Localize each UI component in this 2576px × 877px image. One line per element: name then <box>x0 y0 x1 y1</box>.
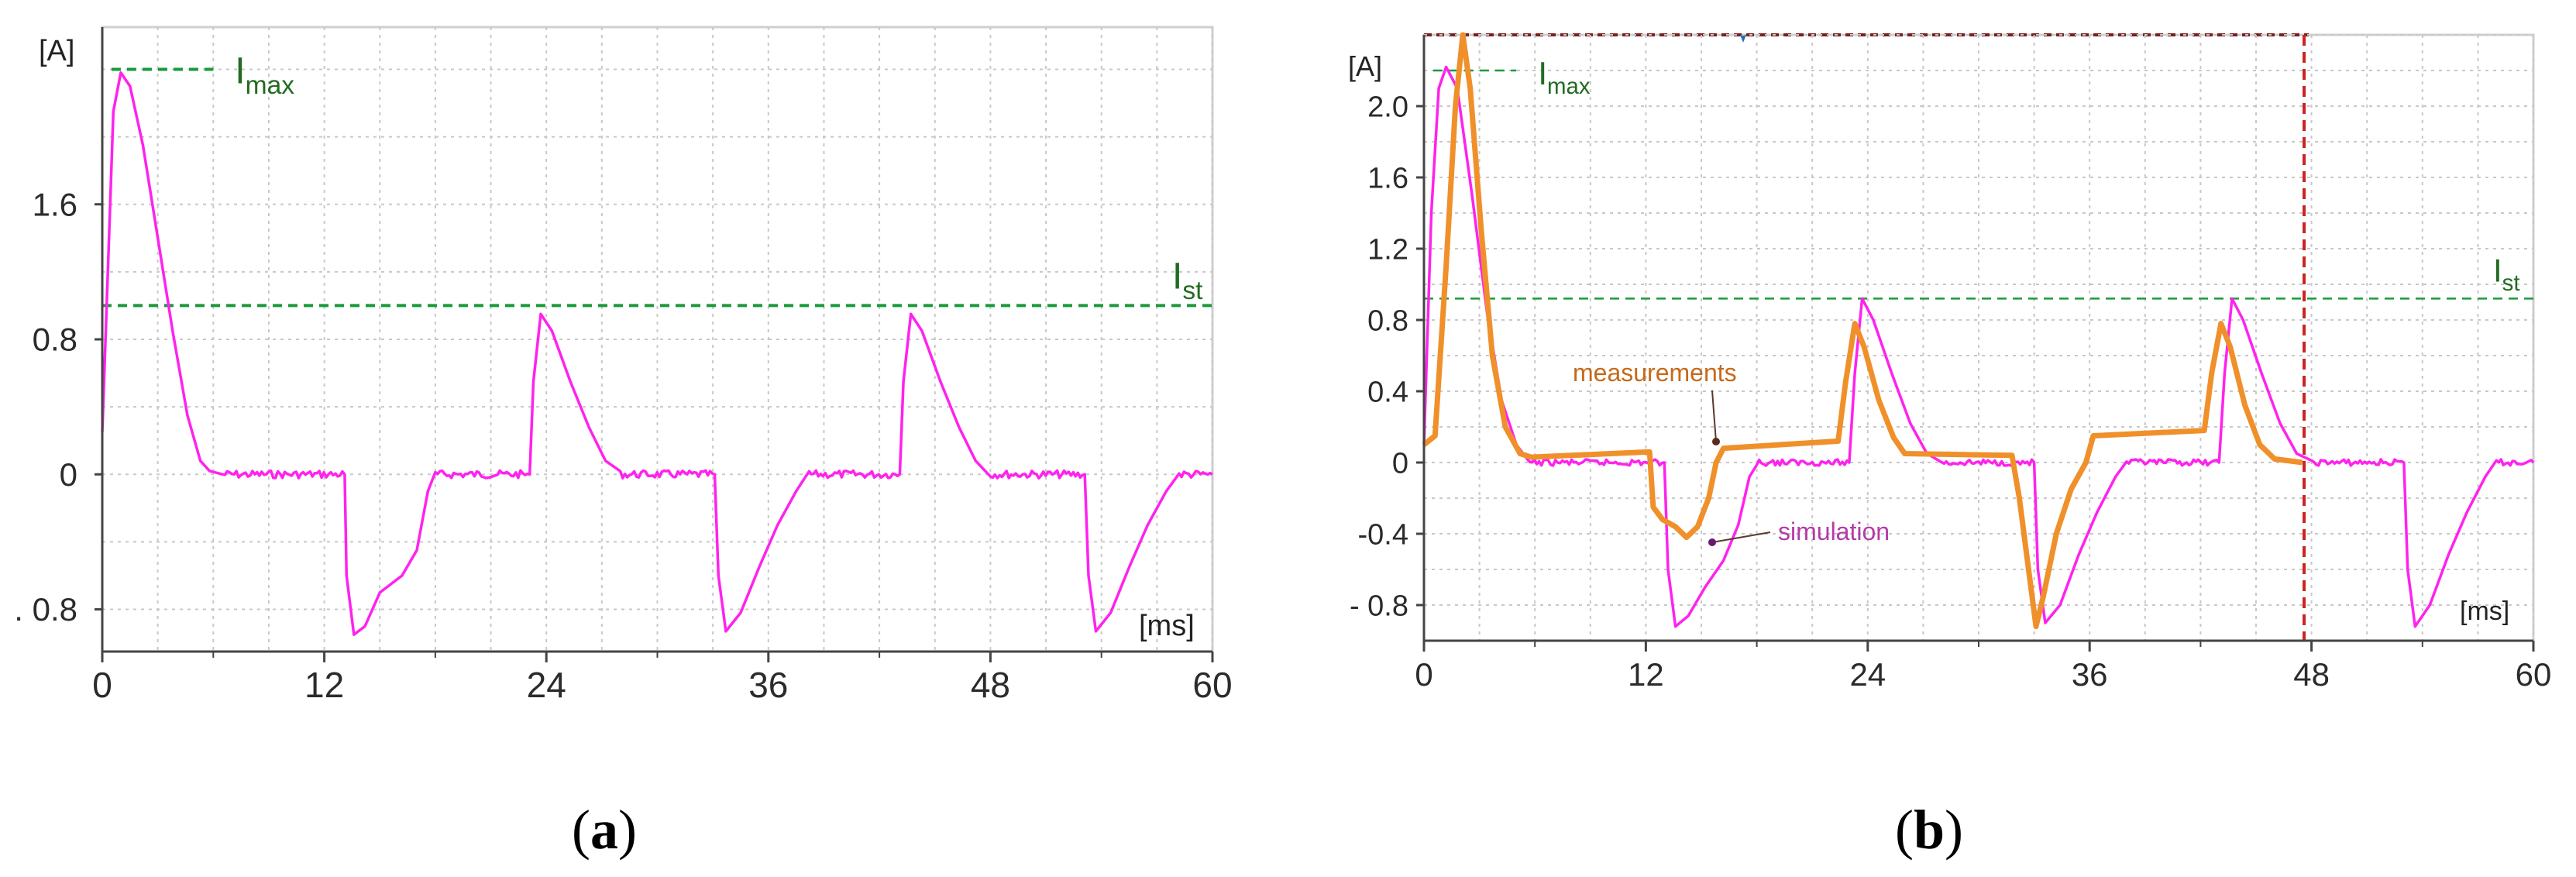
panel-b-cursor-marker-icon <box>1740 35 1746 43</box>
panel-b-reference-lines: Imax Ist <box>1424 35 2533 641</box>
x-tick-label: 0 <box>92 665 112 705</box>
x-tick-label: 60 <box>1192 665 1232 705</box>
ref-label-imax: Imax <box>1538 55 1591 99</box>
panel-b-annotations: measurements simulation <box>1573 359 1890 546</box>
panel-b-series <box>1422 32 2535 630</box>
ref-label-imax: Imax <box>235 50 294 99</box>
x-tick-label: 24 <box>527 665 566 705</box>
panel-b-xlabel: [ms] <box>2460 597 2509 626</box>
x-tick-label: 0 <box>1415 656 1432 693</box>
x-tick-label: 12 <box>304 665 344 705</box>
x-tick-label: 60 <box>2516 656 2552 693</box>
caption-b-letter: b <box>1914 799 1945 861</box>
y-tick-label: 1.6 <box>1367 162 1408 194</box>
panel-b-ylabel: [A] <box>1348 50 1382 82</box>
ref-label-ist: Ist <box>2493 252 2520 296</box>
panel-a-reference-lines: Imax Ist <box>102 50 1212 308</box>
annotation-leader <box>1711 531 1771 543</box>
panel-a-ylabel: [A] <box>39 35 74 67</box>
y-tick-label: 1.6 <box>33 186 77 222</box>
annotation-dot <box>1712 438 1720 445</box>
x-tick-label: 36 <box>748 665 788 705</box>
y-tick-label: . 0.8 <box>14 591 77 628</box>
x-tick-label: 48 <box>971 665 1010 705</box>
x-tick-label: 24 <box>1849 656 1886 693</box>
caption-a: (a) <box>572 799 637 861</box>
y-tick-label: - 0.8 <box>1350 590 1408 622</box>
series-measurements <box>1422 32 2303 630</box>
annotation-dot <box>1708 538 1716 546</box>
annotation-simulation: simulation <box>1778 518 1890 545</box>
y-tick-label: 1.2 <box>1367 233 1408 266</box>
series-current <box>101 71 1213 636</box>
panel-a: Imax Ist 0 12 24 36 48 60 . 0.8 0 0.8 1.6 [A] [ms] <box>14 26 1233 705</box>
series-simulation <box>1422 65 2535 628</box>
y-tick-label: 0.8 <box>33 322 77 358</box>
panel-a-xlabel: [ms] <box>1139 610 1195 642</box>
panel-b: Imax Ist 0 12 24 36 48 60 - 0.8 -0.4 0 0.4 0.8 1.2 1.… <box>1348 32 2551 693</box>
caption-a-letter: a <box>590 799 618 861</box>
annotation-leader <box>1711 390 1717 442</box>
y-tick-label: -0.4 <box>1358 518 1408 551</box>
x-tick-label: 48 <box>2293 656 2330 693</box>
y-tick-label: 0.8 <box>1367 304 1408 337</box>
ref-label-ist: Ist <box>1172 256 1203 304</box>
caption-b: (b) <box>1895 799 1963 861</box>
x-tick-label: 12 <box>1628 656 1664 693</box>
y-tick-label: 2.0 <box>1367 91 1408 123</box>
y-tick-label: 0 <box>1392 447 1408 480</box>
annotation-measurements: measurements <box>1573 359 1737 387</box>
y-tick-label: 0.4 <box>1367 376 1408 408</box>
panel-a-ticks: 0 12 24 36 48 60 . 0.8 0 0.8 1.6 <box>14 186 1232 705</box>
x-tick-label: 36 <box>2072 656 2108 693</box>
panel-b-ticks: 0 12 24 36 48 60 - 0.8 -0.4 0 0.4 0.8 1.2 1.6 2.0 <box>1350 91 2551 693</box>
panel-a-series <box>101 71 1213 636</box>
y-tick-label: 0 <box>60 456 77 493</box>
